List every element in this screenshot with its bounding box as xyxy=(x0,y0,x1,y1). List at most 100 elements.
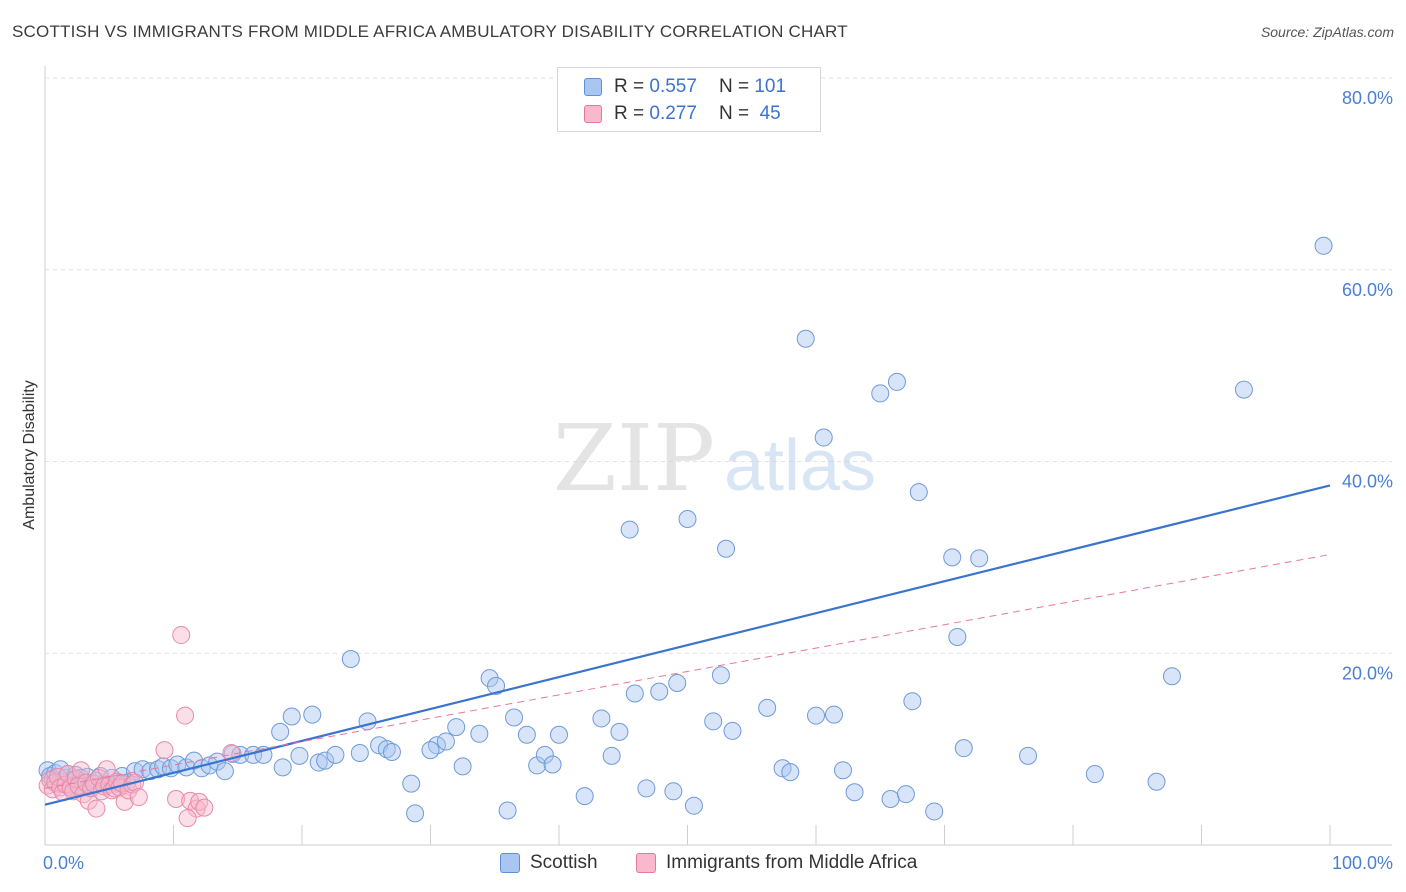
scottish-point xyxy=(480,669,499,688)
scottish-point xyxy=(421,741,440,760)
scottish-point xyxy=(436,732,455,751)
scottish-point xyxy=(723,721,742,740)
scottish-point xyxy=(303,705,322,724)
middle-africa-point xyxy=(155,741,174,760)
scottish-point xyxy=(447,718,466,737)
middle-africa-point xyxy=(87,799,106,818)
scottish-point xyxy=(704,712,723,731)
scottish-point xyxy=(528,756,547,775)
scottish-point xyxy=(610,722,629,741)
scottish-point xyxy=(1019,746,1038,765)
source-label: Source: ZipAtlas.com xyxy=(1260,24,1394,40)
scottish-point xyxy=(341,650,360,669)
scottish-point xyxy=(814,428,833,447)
y-tick-label: 40.0% xyxy=(1342,472,1393,492)
legend-n-value-scottish: 101 xyxy=(754,76,787,97)
grid-lines xyxy=(45,77,1392,654)
watermark: ZIP atlas xyxy=(553,405,876,512)
scottish-point xyxy=(406,804,425,823)
series-legend-scottish[interactable]: Scottish xyxy=(500,852,598,874)
tick-labels: 20.0% 40.0% 60.0% 80.0% 0.0% 100.0% xyxy=(43,88,1393,873)
scottish-point xyxy=(1162,667,1181,686)
scottish-point xyxy=(282,707,301,726)
scottish-point xyxy=(758,698,777,717)
middle-africa-point xyxy=(167,789,186,808)
scottish-point xyxy=(637,779,656,798)
watermark-zip: ZIP xyxy=(553,405,715,512)
scottish-point xyxy=(535,745,554,764)
x-tick-label-max: 100.0% xyxy=(1332,853,1393,873)
legend-r-label: R = xyxy=(614,103,645,124)
scottish-point xyxy=(824,705,843,724)
scottish-point xyxy=(620,520,639,539)
x-tick-label-min: 0.0% xyxy=(43,853,84,873)
scottish-point xyxy=(487,676,506,695)
middle-africa-point xyxy=(97,760,116,779)
scottish-point xyxy=(402,774,421,793)
y-axis-label: Ambulatory Disability xyxy=(21,380,38,529)
y-tick-label: 80.0% xyxy=(1342,88,1393,108)
middle-africa-point xyxy=(176,706,195,725)
middle-africa-point xyxy=(195,798,214,817)
scottish-point xyxy=(887,372,906,391)
y-tick-label: 20.0% xyxy=(1342,663,1393,683)
scottish-point xyxy=(881,789,900,808)
scottish-point xyxy=(377,740,396,759)
middle-africa-point xyxy=(172,626,191,645)
scottish-point xyxy=(550,725,568,744)
scottish-point xyxy=(684,796,703,815)
scottish-point xyxy=(970,549,989,568)
scottish-point xyxy=(807,706,825,725)
correlation-legend: R = 0.557 N = 101 R = 0.277 N = 45 xyxy=(557,67,821,132)
legend-r-value-scottish: 0.557 xyxy=(649,76,697,97)
scottish-point xyxy=(309,753,328,772)
scottish-point xyxy=(358,712,377,731)
scottish-point xyxy=(592,709,611,728)
middle-africa-point xyxy=(56,775,75,794)
scottish-point xyxy=(133,760,152,779)
watermark-atlas: atlas xyxy=(724,426,876,506)
scottish-point xyxy=(517,725,536,744)
scottish-point xyxy=(909,483,928,502)
scottish-point xyxy=(871,384,890,403)
scottish-point xyxy=(833,761,852,780)
chart-title: SCOTTISH VS IMMIGRANTS FROM MIDDLE AFRIC… xyxy=(12,22,848,41)
scottish-point xyxy=(350,743,369,762)
scottish-point xyxy=(664,782,683,801)
scottish-point xyxy=(845,783,864,802)
scottish-point xyxy=(505,708,524,727)
scottish-point xyxy=(326,745,345,764)
scottish-point xyxy=(271,722,290,741)
series-middle-africa xyxy=(38,626,241,828)
scottish-point xyxy=(903,692,922,711)
scottish-point xyxy=(943,548,962,567)
scottish-trend-line xyxy=(44,484,1331,806)
series-scottish xyxy=(38,236,1333,823)
scottish-point xyxy=(382,743,401,762)
scottish-point xyxy=(650,682,669,701)
scottish-point xyxy=(948,627,967,646)
series-name-scottish: Scottish xyxy=(530,852,598,873)
series-legend: Scottish Immigrants from Middle Africa xyxy=(0,852,1406,878)
series-legend-middle-africa[interactable]: Immigrants from Middle Africa xyxy=(636,852,917,874)
scottish-point xyxy=(896,785,915,804)
y-tick-label: 60.0% xyxy=(1342,280,1393,300)
axes xyxy=(44,66,1392,846)
scottish-point xyxy=(290,746,309,765)
trend-lines xyxy=(44,484,1331,806)
middle-africa-point xyxy=(178,809,197,828)
scottish-point xyxy=(625,684,644,703)
scottish-point xyxy=(678,510,697,529)
series-name-middle-africa: Immigrants from Middle Africa xyxy=(666,852,918,873)
data-points xyxy=(38,236,1333,828)
scottish-point xyxy=(1314,236,1333,255)
legend-swatch-scottish xyxy=(584,78,602,96)
middle-africa-point xyxy=(115,792,134,811)
scottish-point xyxy=(602,746,621,765)
legend-row-scottish: R = 0.557 N = 101 xyxy=(584,74,786,100)
legend-swatch-middle-africa xyxy=(584,105,602,123)
legend-n-label: N = xyxy=(718,103,750,124)
legend-row-middle-africa: R = 0.277 N = 45 xyxy=(584,101,781,127)
legend-r-value-middle-africa: 0.277 xyxy=(649,103,697,124)
middle-africa-trend-line xyxy=(44,554,1331,789)
